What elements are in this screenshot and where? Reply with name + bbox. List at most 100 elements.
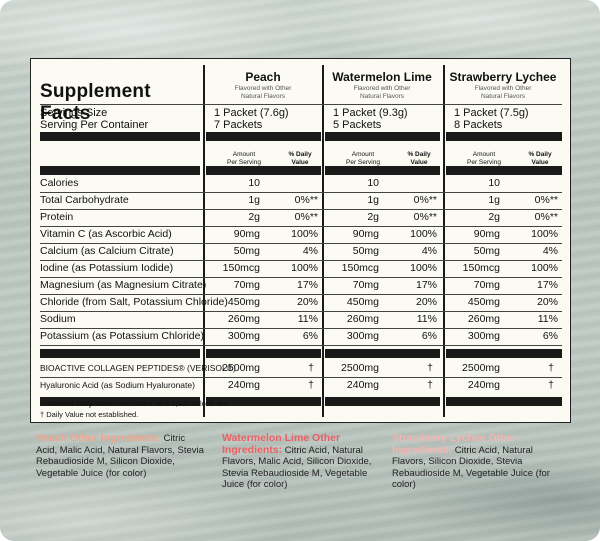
servings-per-container: 5 Packets	[333, 119, 382, 131]
nutrient-label: Calories	[40, 177, 79, 189]
daily-value: 100%	[531, 228, 558, 240]
daily-value: 11%	[297, 313, 318, 325]
amount-per-serving-header: Amount Per Serving	[341, 151, 385, 167]
ingredient-label: BIOACTIVE COLLAGEN PEPTIDES® (VERISOL®)	[40, 363, 236, 373]
ingredients-block: Watermelon Lime Other Ingredients: Citri…	[222, 432, 387, 491]
amount-value: 300mg	[346, 330, 379, 342]
per-serving-label: Per Serving	[467, 159, 501, 166]
column-header: Strawberry Lychee Flavored with Other Nat…	[448, 70, 558, 101]
thick-rule	[206, 349, 321, 358]
ingredients-heading: Peach Other Ingredients:	[36, 432, 161, 444]
daily-value: 6%	[542, 330, 558, 342]
amount-value: 1g	[248, 194, 260, 206]
amount-value: 90mg	[352, 228, 379, 240]
amount-value: 2500mg	[462, 362, 500, 374]
amount-value: 10	[248, 177, 260, 189]
daily-value: 0%**	[294, 194, 318, 206]
flavor-name: Peach	[245, 70, 281, 84]
daily-value-header: % Daily Value	[520, 151, 560, 167]
nutrient-label: Magnesium (as Magnesium Citrate)	[40, 279, 207, 291]
amount-value: 260mg	[227, 313, 260, 325]
amount-value: 2500mg	[341, 362, 379, 374]
amount-value: 2g	[248, 211, 260, 223]
daily-value: 4%	[421, 245, 437, 257]
servings-per-container: 7 Packets	[214, 119, 263, 131]
daily-value: 0%**	[413, 194, 437, 206]
flavor-subtitle: Flavored with Other Natural Flavors	[474, 85, 532, 100]
row-rule	[40, 226, 562, 227]
row-rule	[40, 209, 562, 210]
ingredients-text: Citric Acid, Malic Acid, Natural Flavors…	[36, 433, 204, 479]
footnote: ** Percent Daily Values are based on a 2…	[40, 399, 231, 408]
amount-value: 300mg	[467, 330, 500, 342]
footnote: † Daily Value not established.	[40, 410, 139, 419]
amount-value: 260mg	[346, 313, 379, 325]
daily-value: 100%	[291, 228, 318, 240]
daily-value-header: % Daily Value	[399, 151, 439, 167]
row-rule	[40, 311, 562, 312]
flavor-subtitle: Flavored with Other Natural Flavors	[353, 85, 411, 100]
value-label: Value	[291, 159, 309, 166]
thick-rule	[325, 397, 440, 406]
serving-labels: Servings Size Serving Per Container	[40, 107, 148, 131]
amount-value: 70mg	[473, 279, 500, 291]
daily-value: 100%	[410, 262, 437, 274]
daily-value: 17%	[296, 279, 318, 291]
amount-value: 90mg	[233, 228, 260, 240]
amount-value: 150mcg	[341, 262, 379, 274]
daily-label: % Daily	[407, 151, 431, 158]
nutrient-label: Iodine (as Potassium Iodide)	[40, 262, 174, 274]
supplement-facts-label: Supplement Facts Peach Flavored with Othe…	[40, 65, 562, 419]
amount-value: 70mg	[233, 279, 260, 291]
thick-rule	[40, 397, 200, 406]
amount-value: 2g	[488, 211, 500, 223]
nutrient-label: Chloride (from Salt, Potassium Chloride)	[40, 296, 228, 308]
thick-rule	[325, 132, 440, 141]
column-header: Peach Flavored with Other Natural Flavors	[208, 70, 318, 101]
amount-label: Amount	[232, 151, 256, 158]
ingredients-block: Strawberry Lychee Other Ingredients: Cit…	[392, 432, 562, 491]
serving-size: 1 Packet (9.3g)	[333, 107, 408, 119]
daily-value: 6%	[302, 330, 318, 342]
daily-value: 6%	[421, 330, 437, 342]
flavor-name: Watermelon Lime	[332, 70, 432, 84]
serving-info: 1 Packet (7.6g) 7 Packets	[214, 107, 289, 131]
daily-value: †	[427, 379, 433, 391]
nutrient-label: Total Carbohydrate	[40, 194, 129, 206]
row-rule	[40, 294, 562, 295]
thick-rule	[206, 397, 321, 406]
amount-value: 10	[488, 177, 500, 189]
row-rule	[40, 192, 562, 193]
daily-value: 0%**	[294, 211, 318, 223]
value-label: Value	[410, 159, 428, 166]
servings-per-container-label: Serving Per Container	[40, 119, 149, 131]
nutrient-label: Vitamin C (as Ascorbic Acid)	[40, 228, 172, 240]
amount-value: 1g	[488, 194, 500, 206]
daily-label: % Daily	[288, 151, 312, 158]
thick-rule	[446, 397, 562, 406]
daily-value: 0%**	[534, 211, 558, 223]
ingredients-block: Peach Other Ingredients: Citric Acid, Ma…	[36, 432, 206, 479]
column-header: Watermelon Lime Flavored with Other Natur…	[327, 70, 437, 101]
amount-value: 50mg	[473, 245, 500, 257]
per-serving-label: Per Serving	[346, 159, 380, 166]
ingredients-heading: Strawberry Lychee Other Ingredients:	[392, 432, 517, 456]
amount-value: 70mg	[352, 279, 379, 291]
flavor-name: Strawberry Lychee	[449, 70, 557, 84]
daily-value: †	[548, 362, 554, 374]
row-rule	[40, 328, 562, 329]
amount-value: 450mg	[346, 296, 379, 308]
thick-rule	[40, 132, 200, 141]
amount-per-serving-header: Amount Per Serving	[222, 151, 266, 167]
amount-value: 450mg	[467, 296, 500, 308]
amount-label: Amount	[351, 151, 375, 158]
daily-value: 20%	[536, 296, 558, 308]
daily-value: 100%	[291, 262, 318, 274]
ingredient-label: Hyaluronic Acid (as Sodium Hyaluronate)	[40, 380, 195, 390]
amount-value: 450mg	[227, 296, 260, 308]
serving-size: 1 Packet (7.5g)	[454, 107, 529, 119]
daily-value: †	[548, 379, 554, 391]
amount-value: 150mcg	[462, 262, 500, 274]
serving-size-label: Servings Size	[40, 107, 108, 119]
daily-value: 17%	[415, 279, 437, 291]
